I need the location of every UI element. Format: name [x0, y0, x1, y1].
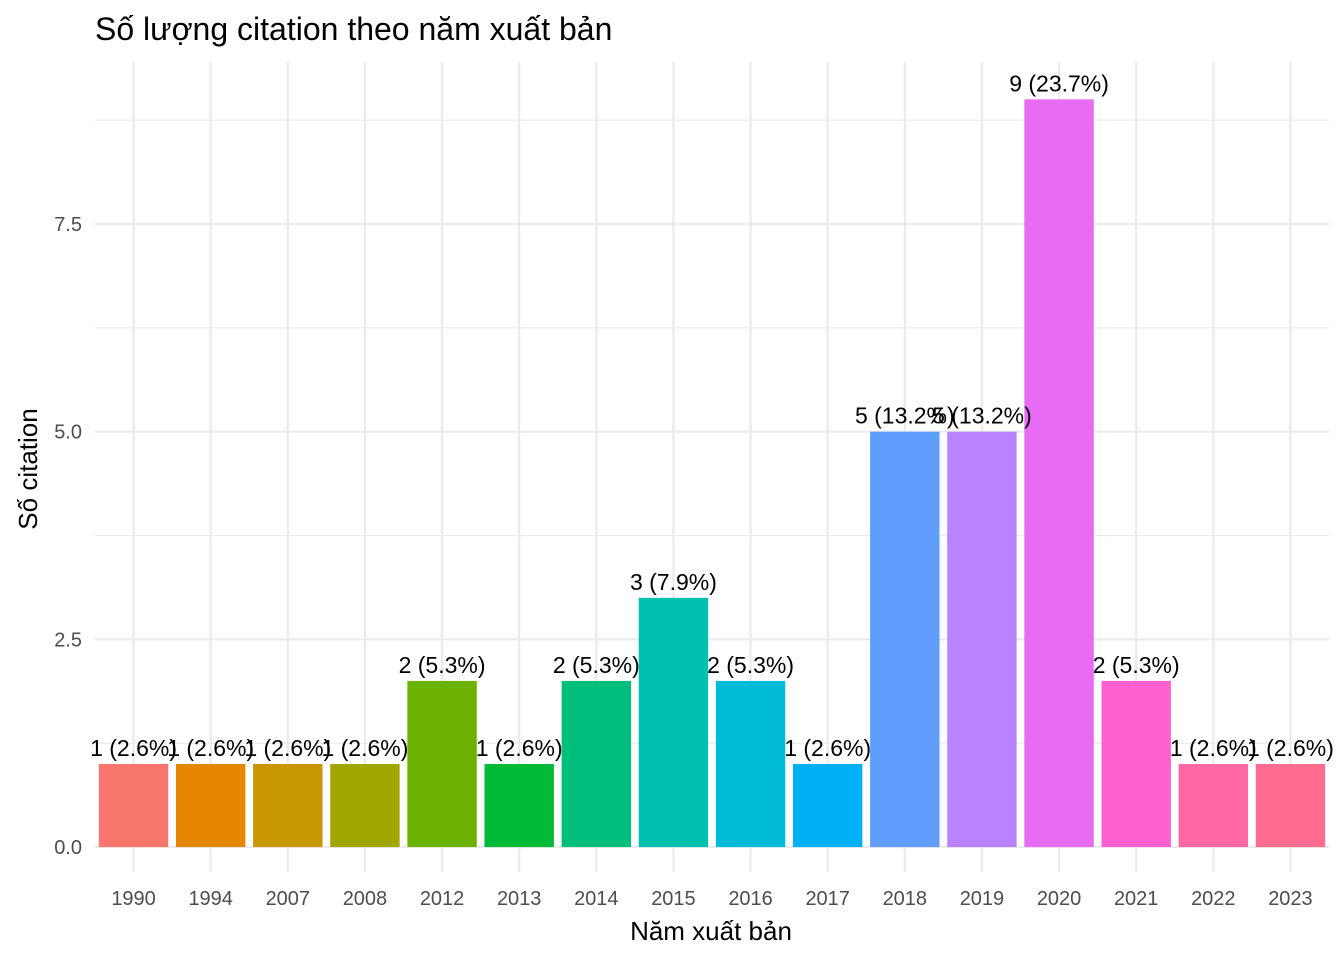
- x-tick-label-2015: 2015: [651, 888, 696, 910]
- x-tick-label-2020: 2020: [1037, 888, 1082, 910]
- x-axis-tick-labels: 1990 1994 2007 2008 2012 2013 2014 2015 2016 2017…: [111, 888, 1312, 910]
- x-axis-title: Năm xuất bản: [630, 916, 792, 946]
- bar-2017: [792, 764, 863, 848]
- bar-label-2017: 1 (2.6%): [784, 735, 871, 761]
- bar-label-2014: 2 (5.3%): [553, 652, 640, 678]
- chart-title: Số lượng citation theo năm xuất bản: [95, 11, 612, 47]
- bar-label-1990: 1 (2.6%): [90, 735, 177, 761]
- bar-1990: [98, 764, 169, 848]
- x-tick-label-2014: 2014: [574, 888, 619, 910]
- bar-label-2013: 1 (2.6%): [476, 735, 563, 761]
- bar-2022: [1178, 764, 1249, 848]
- bar-value-labels: 1 (2.6%)1 (2.6%)1 (2.6%)1 (2.6%)2 (5.3%)…: [90, 70, 1334, 761]
- bar-label-2007: 1 (2.6%): [244, 735, 331, 761]
- bar-label-2023: 1 (2.6%): [1247, 735, 1334, 761]
- y-tick-label: 5.0: [54, 422, 82, 444]
- y-tick-label: 0.0: [54, 837, 82, 859]
- bar-label-2018: 5 (13.2%): [855, 403, 955, 429]
- bars: [98, 99, 1326, 848]
- bar-1994: [175, 764, 246, 848]
- bar-2019: [947, 431, 1017, 848]
- x-tick-label-2008: 2008: [343, 888, 388, 910]
- bar-label-2020: 9 (23.7%): [1009, 70, 1109, 96]
- bar-2013: [484, 764, 554, 848]
- bar-2021: [1101, 680, 1171, 848]
- y-axis-tick-labels: 0.0 2.5 5.0 7.5: [54, 214, 82, 859]
- x-tick-label-2023: 2023: [1268, 888, 1313, 910]
- bar-2016: [715, 680, 786, 848]
- bar-label-2015: 3 (7.9%): [630, 569, 717, 595]
- bar-2007: [253, 764, 323, 848]
- x-tick-label-2007: 2007: [266, 888, 311, 910]
- x-tick-label-2022: 2022: [1191, 888, 1236, 910]
- x-tick-label-2016: 2016: [728, 888, 773, 910]
- y-axis-title: Số citation: [13, 408, 43, 529]
- bar-2018: [870, 431, 940, 848]
- bar-label-1994: 1 (2.6%): [167, 735, 254, 761]
- bar-label-2019: 5 (13.2%): [932, 403, 1032, 429]
- x-tick-label-1994: 1994: [188, 888, 233, 910]
- x-tick-label-2012: 2012: [420, 888, 465, 910]
- bar-2020: [1024, 99, 1094, 848]
- bar-label-2022: 1 (2.6%): [1170, 735, 1257, 761]
- bar-2012: [407, 680, 477, 848]
- bar-2014: [561, 680, 632, 848]
- x-tick-label-2019: 2019: [960, 888, 1005, 910]
- y-tick-label: 7.5: [54, 214, 82, 236]
- x-tick-label-2018: 2018: [883, 888, 928, 910]
- x-tick-label-2021: 2021: [1114, 888, 1159, 910]
- bar-2023: [1255, 764, 1326, 848]
- bar-label-2021: 2 (5.3%): [1093, 652, 1180, 678]
- x-tick-label-1990: 1990: [111, 888, 156, 910]
- bar-label-2012: 2 (5.3%): [399, 652, 486, 678]
- x-tick-label-2013: 2013: [497, 888, 542, 910]
- bar-label-2016: 2 (5.3%): [707, 652, 794, 678]
- x-tick-label-2017: 2017: [805, 888, 850, 910]
- bar-2008: [330, 764, 400, 848]
- bar-2015: [638, 597, 709, 848]
- y-tick-label: 2.5: [54, 629, 82, 651]
- bar-label-2008: 1 (2.6%): [321, 735, 408, 761]
